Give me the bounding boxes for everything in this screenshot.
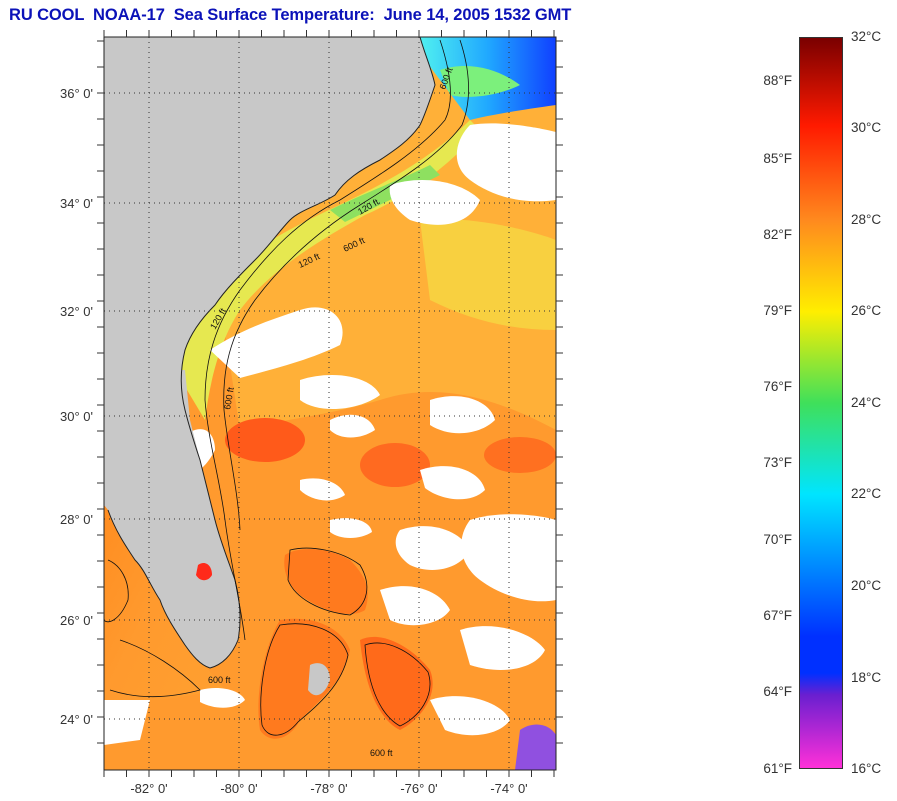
colorbar-fahrenheit-label: 88°F (763, 73, 792, 88)
colorbar-fahrenheit-label: 64°F (763, 684, 792, 699)
lon-label: -76° 0' (400, 781, 437, 796)
colorbar-celsius-label: 24°C (851, 395, 882, 410)
map-area (104, 37, 556, 770)
lon-label: -78° 0' (310, 781, 347, 796)
lat-label: 30° 0' (60, 409, 93, 424)
ocean-yellow-patch (420, 219, 556, 330)
axis-ticks (97, 30, 563, 777)
map-frame (103, 36, 557, 771)
lat-label: 32° 0' (60, 304, 93, 319)
isobaths (104, 39, 469, 736)
isobath-label: 600 ft (208, 675, 231, 685)
colorbar-celsius-label: 30°C (851, 120, 882, 135)
hot-patch-2 (360, 443, 430, 487)
graticule (104, 37, 556, 770)
colorbar-celsius-label: 22°C (851, 486, 882, 501)
cold-water-green (440, 65, 520, 97)
bahamas-bank-1 (284, 548, 368, 615)
isobath-label: 600 ft (370, 748, 393, 758)
lon-label: -80° 0' (220, 781, 257, 796)
bahamas-bank-3 (360, 636, 433, 730)
hot-patch-3 (484, 437, 556, 473)
colorbar-fahrenheit-label: 79°F (763, 303, 792, 318)
lat-label: 26° 0' (60, 613, 93, 628)
lon-label: -82° 0' (130, 781, 167, 796)
lat-label: 34° 0' (60, 196, 93, 211)
colorbar-fahrenheit-label: 73°F (763, 455, 792, 470)
colorbar-fahrenheit-label: 85°F (763, 151, 792, 166)
bahamas-bank-2 (258, 618, 350, 739)
lat-labels: 36° 0' 34° 0' 32° 0' 30° 0' 28° 0' 26° 0… (60, 86, 93, 727)
lon-labels: -82° 0' -80° 0' -78° 0' -76° 0' -74° 0' (130, 781, 527, 796)
lon-label: -74° 0' (490, 781, 527, 796)
land-andros (308, 663, 330, 696)
lat-label: 24° 0' (60, 712, 93, 727)
cool-patch-south (515, 724, 556, 770)
colorbar-celsius-label: 28°C (851, 212, 882, 227)
colorbar-celsius-label: 26°C (851, 303, 882, 318)
colorbar-celsius-label: 18°C (851, 670, 882, 685)
colorbar-fahrenheit-label: 61°F (763, 761, 792, 776)
isobath-label: 600 ft (222, 386, 236, 410)
lat-label: 36° 0' (60, 86, 93, 101)
colorbar-fahrenheit-label: 70°F (763, 532, 792, 547)
map-title: RU COOL NOAA-17 Sea Surface Temperature:… (9, 6, 572, 24)
lat-label: 28° 0' (60, 512, 93, 527)
temperature-colorbar (799, 37, 843, 769)
colorbar-celsius-label: 32°C (851, 29, 882, 44)
clouds (104, 123, 556, 745)
colorbar-fahrenheit-label: 76°F (763, 379, 792, 394)
lake-okeechobee (196, 563, 212, 581)
shelf-green (330, 165, 440, 222)
colorbar-fahrenheit-label: 67°F (763, 608, 792, 623)
colorbar-fahrenheit-label: 82°F (763, 227, 792, 242)
colorbar-celsius-label: 20°C (851, 578, 882, 593)
colorbar-celsius-label: 16°C (851, 761, 882, 776)
hot-patch-1 (225, 418, 305, 462)
coastline (107, 37, 436, 669)
